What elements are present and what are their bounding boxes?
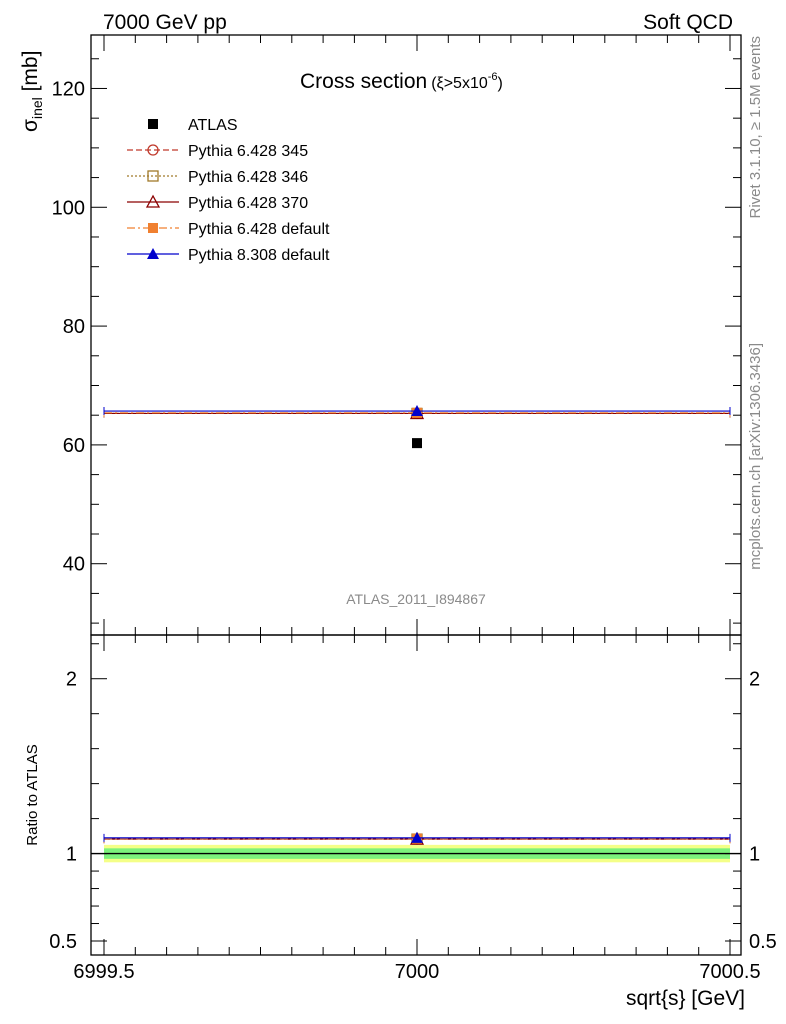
data-point-atlas (412, 438, 422, 449)
legend-label-p346: Pythia 6.428 346 (188, 169, 308, 186)
header-right: Soft QCD (643, 11, 733, 34)
y-tick-label: 80 (63, 316, 85, 338)
title-sub: (ξ>5x10 (431, 75, 488, 92)
legend-marker-p346 (147, 170, 159, 182)
ratio-y-tick-label-right: 1 (749, 844, 760, 866)
mcplots-reference-text: mcplots.cern.ch [arXiv:1306.3436] (747, 343, 764, 570)
legend-marker-p6def (148, 223, 158, 233)
ylabel-sigma: σ (19, 119, 42, 132)
legend-label-p345: Pythia 6.428 345 (188, 143, 308, 160)
legend-marker-atlas (148, 119, 158, 129)
ratio-y-axis-label: Ratio to ATLAS (24, 744, 41, 845)
y-tick-label: 60 (63, 435, 85, 457)
rivet-version-text: Rivet 3.1.10, ≥ 1.5M events (747, 36, 764, 219)
ratio-point-p8def (411, 831, 423, 843)
y-tick-label: 120 (52, 78, 85, 100)
ratio-frame (90, 634, 742, 956)
legend-marker-p345 (147, 144, 159, 156)
ylabel-sub: inel (29, 97, 45, 119)
title-close: ) (498, 75, 503, 92)
main-y-axis-label: σinel [mb] (19, 51, 45, 132)
title-sup: -6 (488, 71, 498, 83)
legend-label-p8def: Pythia 8.308 default (188, 247, 330, 264)
data-point-p8def (411, 405, 423, 417)
legend-label-atlas: ATLAS (188, 117, 238, 134)
y-tick-label: 40 (63, 554, 85, 576)
legend-marker-p370 (145, 194, 161, 208)
x-tick-label: 7000.5 (699, 961, 760, 983)
y-tick-label: 100 (52, 197, 85, 219)
ratio-panel: 0.5 0.5 1 1 2 2 6999.5 7000 7000.5 (49, 634, 777, 983)
x-tick-label: 6999.5 (73, 961, 134, 983)
x-axis-label: sqrt{s} [GeV] (626, 987, 745, 1010)
legend-label-p6def: Pythia 6.428 default (188, 221, 330, 238)
ylabel-unit: [mb] (19, 51, 42, 98)
legend-label-p370: Pythia 6.428 370 (188, 195, 308, 212)
main-title: Cross section (ξ>5x10-6) (300, 70, 503, 93)
analysis-watermark: ATLAS_2011_I894867 (346, 591, 486, 607)
ratio-y-tick-label-right: 2 (749, 669, 760, 691)
ratio-y-tick-label: 0.5 (49, 931, 77, 953)
legend-marker-p8def (147, 248, 159, 259)
ratio-y-tick-label: 2 (66, 669, 77, 691)
header-left: 7000 GeV pp (103, 11, 227, 34)
x-tick-label: 7000 (395, 961, 440, 983)
title-main: Cross section (300, 70, 427, 93)
ratio-y-tick-label: 1 (66, 844, 77, 866)
legend: ATLAS Pythia 6.428 345 Pythia 6.428 346 Pyt… (127, 117, 330, 264)
ratio-y-tick-label-right: 0.5 (749, 931, 777, 953)
